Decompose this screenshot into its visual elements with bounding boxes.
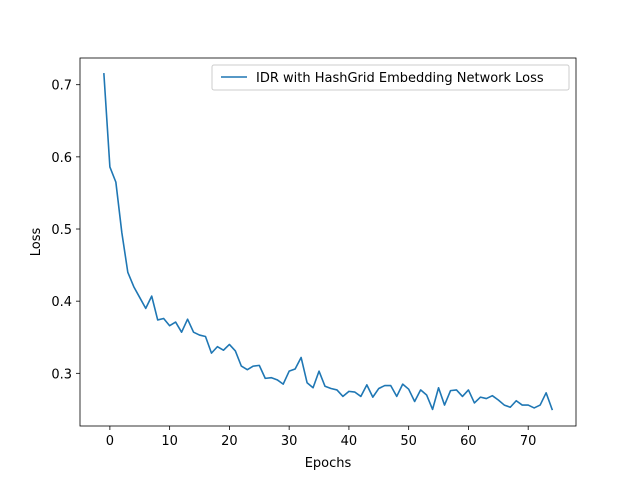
x-tick-label: 40 (341, 434, 358, 449)
x-tick-label: 30 (281, 434, 298, 449)
legend-box (211, 64, 570, 91)
y-axis-label: Loss (29, 228, 44, 257)
x-tick-label: 20 (221, 434, 238, 449)
x-tick-label: 0 (106, 434, 114, 449)
y-tick-label: 0.5 (51, 223, 72, 238)
x-tick-label: 60 (460, 434, 477, 449)
x-axis-ticks: 0 10 20 30 40 50 60 70 (106, 426, 537, 449)
y-tick-label: 0.3 (51, 367, 72, 382)
y-tick-label: 0.6 (51, 151, 72, 166)
x-axis-label: Epochs (305, 456, 352, 471)
y-tick-label: 0.7 (51, 79, 72, 94)
legend-label: IDR with HashGrid Embedding Network Loss (256, 71, 544, 86)
loss-series-line (103, 73, 554, 411)
x-tick-label: 70 (520, 434, 537, 449)
x-tick-label: 10 (161, 434, 178, 449)
legend: IDR with HashGrid Embedding Network Loss (211, 64, 570, 91)
y-axis-ticks: 0.3 0.4 0.5 0.6 0.7 (51, 79, 80, 382)
plot-area-frame (79, 57, 577, 427)
y-tick-label: 0.4 (51, 295, 72, 310)
x-tick-label: 50 (400, 434, 417, 449)
